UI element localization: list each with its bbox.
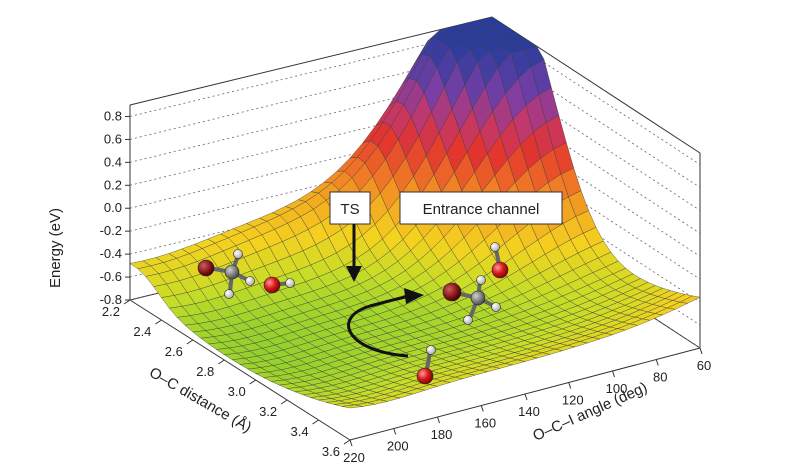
z-axis-label: Energy (eV) [47, 208, 64, 288]
x-tick-label: 2.6 [165, 344, 183, 359]
x-tick-mark [343, 439, 351, 445]
x-tick-label: 3.4 [290, 424, 308, 439]
x-tick-mark [312, 419, 319, 425]
x-tick-mark [218, 359, 225, 365]
y-tick-label: 120 [562, 393, 584, 408]
entrance-callout: Entrance channel [399, 191, 563, 225]
iodine-atom [197, 259, 215, 277]
ts-callout-box [329, 191, 371, 225]
x-tick-label: 2.4 [133, 324, 151, 339]
x-tick-mark [249, 379, 256, 385]
x-tick-mark [186, 339, 194, 345]
y-tick-mark [393, 428, 397, 435]
y-tick-label: 200 [387, 439, 409, 454]
reaction-arrow-curve [347, 294, 411, 358]
z-tick-label: 0.2 [104, 177, 122, 192]
y-tick-mark [655, 359, 659, 366]
y-tick-mark [612, 370, 615, 378]
reaction-path-arrow [347, 288, 424, 358]
hydrogen-atom [245, 276, 255, 286]
hydrogen-atom [491, 302, 501, 312]
y-tick-label: 220 [343, 450, 365, 463]
hydrogen-atom [490, 242, 500, 252]
z-tick-label: -0.8 [100, 292, 122, 307]
z-tick-label: -0.6 [100, 269, 122, 284]
z-tick-label: 0.6 [104, 131, 122, 146]
y-tick-mark [480, 405, 484, 412]
y-axis-ticks: 220 200 180 160 140 120 100 80 60 [343, 347, 711, 463]
box-edge-front-left [129, 299, 351, 441]
y-tick-mark [699, 347, 703, 355]
entrance-callout-box [399, 191, 563, 225]
x-tick-label: 3.6 [322, 444, 340, 459]
y-tick-mark [568, 382, 572, 389]
z-tick-label: 0.8 [104, 108, 122, 123]
oxygen-atom [416, 367, 434, 385]
x-tick-mark [123, 299, 131, 305]
y-tick-label: 80 [653, 370, 667, 385]
z-axis-ticks: 0.8 0.6 0.4 0.2 0.0 -0.2 -0.4 -0.6 -0.8 [100, 108, 130, 307]
carbon-atom [470, 290, 486, 306]
y-axis-label: O–C–I angle (deg) [530, 379, 650, 445]
x-tick-mark [280, 399, 288, 405]
hydrogen-atom [233, 249, 243, 259]
z-tick-label: 0.0 [104, 200, 122, 215]
carbon-atom [224, 264, 240, 280]
ts-callout: TS [329, 191, 371, 282]
x-tick-label: 3.2 [259, 404, 277, 419]
hydrogen-atom [285, 278, 295, 288]
y-tick-label: 180 [431, 427, 453, 442]
z-tick-label: 0.4 [104, 154, 122, 169]
x-tick-label: 2.8 [196, 364, 214, 379]
y-tick-mark [524, 393, 528, 401]
x-axis-ticks: 2.2 2.4 2.6 2.8 3.0 3.2 3.4 3.6 [102, 299, 351, 459]
hydrogen-atom [224, 289, 234, 299]
oxygen-atom [491, 261, 509, 279]
y-tick-label: 140 [518, 404, 540, 419]
z-tick-label: -0.2 [100, 223, 122, 238]
hydrogen-atom [426, 345, 436, 355]
entrance-label: Entrance channel [423, 201, 540, 218]
y-tick-label: 60 [697, 358, 711, 373]
iodine-atom [442, 282, 462, 302]
x-tick-label: 2.2 [102, 304, 120, 319]
y-tick-mark [349, 439, 353, 447]
x-tick-label: 3.0 [228, 384, 246, 399]
x-tick-mark [155, 319, 162, 325]
reaction-arrowhead [404, 288, 424, 304]
oxygen-atom [263, 276, 281, 294]
ts-arrowhead [346, 266, 362, 282]
y-tick-label: 100 [606, 381, 628, 396]
y-tick-mark [437, 416, 440, 424]
z-tick-label: -0.4 [100, 246, 122, 261]
hydrogen-atom [476, 275, 486, 285]
hydrogen-atom [463, 315, 473, 325]
ts-label: TS [340, 201, 359, 218]
surface-patch [342, 404, 363, 409]
y-tick-label: 160 [474, 416, 496, 431]
molecule-illustrations [197, 242, 509, 385]
